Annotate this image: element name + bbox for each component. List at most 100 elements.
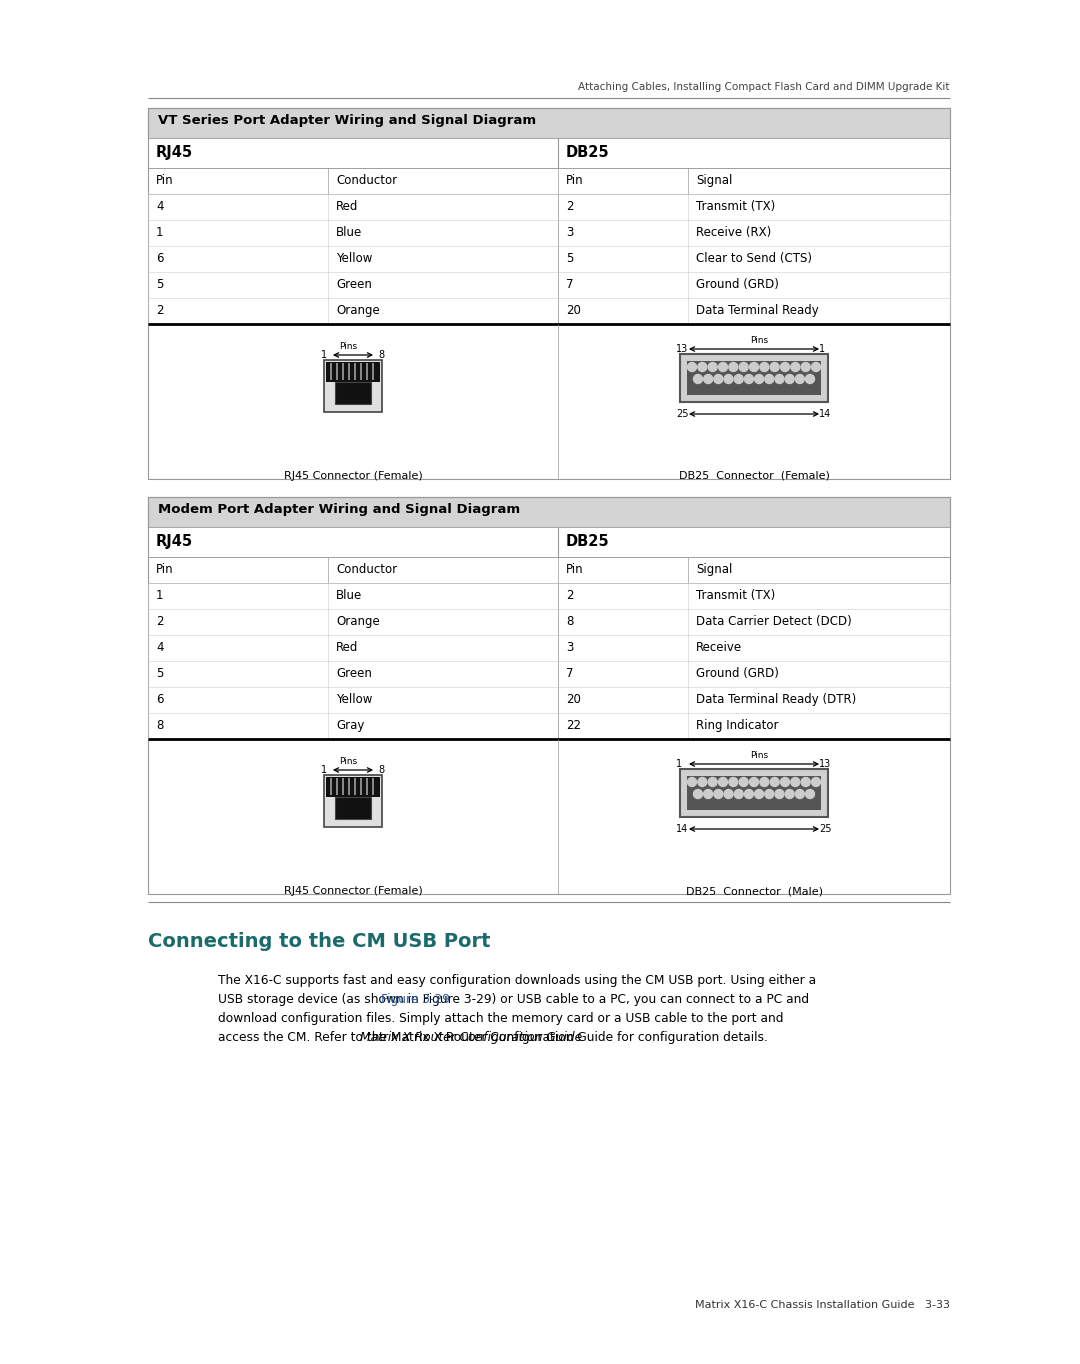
Bar: [687, 776, 821, 810]
Text: Pins: Pins: [339, 342, 357, 351]
Text: 1: 1: [676, 758, 683, 769]
Circle shape: [770, 777, 779, 787]
Text: VT Series Port Adapter Wiring and Signal Diagram: VT Series Port Adapter Wiring and Signal…: [158, 115, 536, 127]
Circle shape: [770, 363, 779, 371]
Bar: [348, 777, 350, 795]
Text: Red: Red: [336, 201, 359, 213]
Text: Blue: Blue: [336, 226, 362, 239]
Bar: [680, 769, 828, 817]
Text: 3: 3: [566, 641, 573, 653]
Circle shape: [708, 363, 717, 371]
Text: Orange: Orange: [336, 304, 380, 316]
Text: Yellow: Yellow: [336, 693, 373, 707]
Bar: [372, 777, 374, 795]
Circle shape: [801, 777, 810, 787]
Circle shape: [811, 363, 821, 371]
Circle shape: [765, 375, 773, 383]
Bar: [148, 496, 950, 893]
Bar: [148, 108, 950, 138]
Text: 1: 1: [819, 344, 825, 355]
Text: 25: 25: [676, 409, 689, 419]
Bar: [348, 363, 350, 381]
Circle shape: [744, 375, 754, 383]
Text: USB storage device (as shown in Figure 3-29) or USB cable to a PC, you can conne: USB storage device (as shown in Figure 3…: [218, 993, 809, 1007]
Bar: [330, 363, 332, 381]
Text: RJ45 Connector (Female): RJ45 Connector (Female): [284, 471, 422, 481]
Bar: [336, 777, 338, 795]
Text: 22: 22: [566, 719, 581, 732]
Circle shape: [714, 790, 723, 798]
Text: Clear to Send (CTS): Clear to Send (CTS): [696, 252, 812, 265]
Text: Ground (GRD): Ground (GRD): [696, 667, 779, 681]
Circle shape: [760, 777, 769, 787]
Circle shape: [765, 790, 773, 798]
Circle shape: [795, 790, 805, 798]
Text: Pin: Pin: [566, 563, 583, 576]
Circle shape: [724, 375, 733, 383]
Text: 1: 1: [321, 765, 327, 775]
Text: 7: 7: [566, 278, 573, 291]
Text: 5: 5: [156, 278, 163, 291]
Text: 14: 14: [819, 409, 832, 419]
Bar: [342, 363, 345, 381]
Text: access the CM. Refer to the Matrix X Router Configuration Guide for configuratio: access the CM. Refer to the Matrix X Rou…: [218, 1031, 768, 1043]
Circle shape: [704, 790, 713, 798]
Text: 2: 2: [566, 201, 573, 213]
Circle shape: [750, 777, 758, 787]
Text: Pin: Pin: [566, 175, 583, 187]
Text: Green: Green: [336, 278, 372, 291]
Text: 20: 20: [566, 693, 581, 707]
Text: 3: 3: [566, 226, 573, 239]
Bar: [148, 108, 950, 479]
Circle shape: [785, 375, 794, 383]
Text: 6: 6: [156, 252, 163, 265]
Text: 13: 13: [819, 758, 832, 769]
Text: 8: 8: [378, 351, 384, 360]
Text: 2: 2: [156, 304, 163, 316]
Text: DB25: DB25: [566, 145, 609, 160]
Circle shape: [708, 777, 717, 787]
Text: 5: 5: [566, 252, 573, 265]
Circle shape: [729, 777, 738, 787]
Circle shape: [755, 375, 764, 383]
Text: Transmit (TX): Transmit (TX): [696, 589, 775, 602]
Text: Yellow: Yellow: [336, 252, 373, 265]
Text: download configuration files. Simply attach the memory card or a USB cable to th: download configuration files. Simply att…: [218, 1012, 783, 1024]
Text: 6: 6: [156, 693, 163, 707]
Text: Data Carrier Detect (DCD): Data Carrier Detect (DCD): [696, 615, 852, 627]
Text: RJ45 Connector (Female): RJ45 Connector (Female): [284, 887, 422, 896]
Text: Modem Port Adapter Wiring and Signal Diagram: Modem Port Adapter Wiring and Signal Dia…: [158, 503, 521, 516]
Bar: [148, 138, 950, 168]
Text: Signal: Signal: [696, 175, 732, 187]
Text: 8: 8: [156, 719, 163, 732]
Circle shape: [744, 790, 754, 798]
Circle shape: [698, 363, 706, 371]
Text: Orange: Orange: [336, 615, 380, 627]
Text: Attaching Cables, Installing Compact Flash Card and DIMM Upgrade Kit: Attaching Cables, Installing Compact Fla…: [579, 82, 950, 91]
Bar: [366, 777, 368, 795]
Text: 8: 8: [566, 615, 573, 627]
Bar: [148, 739, 950, 893]
Circle shape: [795, 375, 805, 383]
Bar: [326, 361, 380, 382]
Bar: [148, 527, 950, 557]
Text: RJ45: RJ45: [156, 533, 193, 548]
Bar: [354, 363, 356, 381]
Bar: [336, 363, 338, 381]
Circle shape: [734, 790, 743, 798]
Bar: [360, 777, 362, 795]
Text: 4: 4: [156, 201, 163, 213]
Circle shape: [693, 790, 702, 798]
Circle shape: [775, 375, 784, 383]
Text: Green: Green: [336, 667, 372, 681]
Text: Signal: Signal: [696, 563, 732, 576]
Text: 2: 2: [566, 589, 573, 602]
Bar: [354, 777, 356, 795]
Bar: [148, 496, 950, 527]
Text: Ground (GRD): Ground (GRD): [696, 278, 779, 291]
Text: Receive: Receive: [696, 641, 742, 653]
Circle shape: [739, 363, 748, 371]
Text: Receive (RX): Receive (RX): [696, 226, 771, 239]
Text: Pins: Pins: [750, 752, 768, 760]
Text: Connecting to the CM USB Port: Connecting to the CM USB Port: [148, 932, 490, 951]
